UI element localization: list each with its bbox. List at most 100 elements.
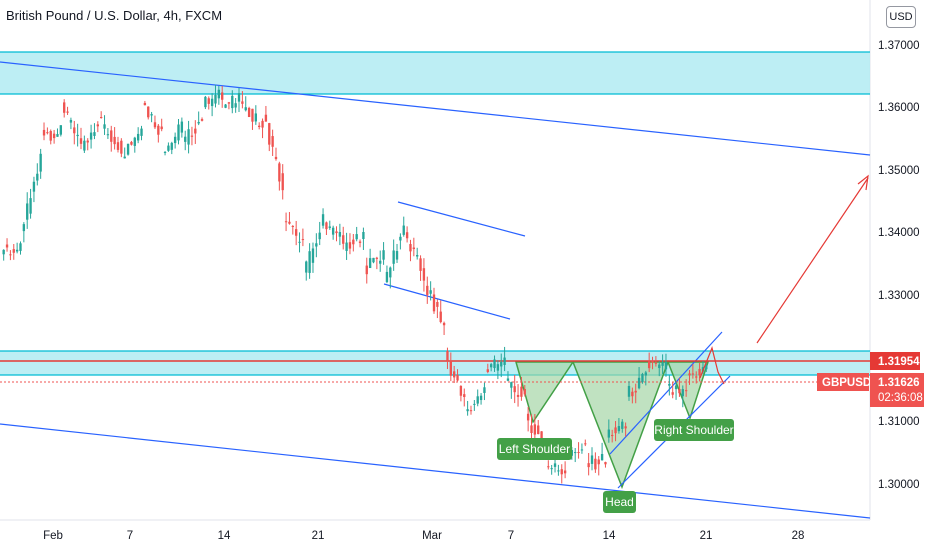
candle-body (204, 96, 207, 108)
x-tick-label: 7 (127, 530, 133, 542)
candle-body (496, 364, 500, 371)
candle-body (147, 106, 150, 118)
head-label[interactable]: Head (603, 491, 636, 513)
candle-body (637, 377, 641, 389)
candle-body (647, 361, 651, 369)
candle-body (463, 394, 466, 398)
candle-body (136, 133, 140, 141)
candle-body (466, 409, 469, 412)
candle-body (611, 434, 614, 437)
candle-body (69, 119, 73, 123)
candle-body (342, 235, 345, 244)
lower-trendline[interactable] (0, 423, 871, 519)
candle-body (516, 394, 520, 397)
flag-lower-line[interactable] (383, 283, 511, 320)
candle-body (12, 249, 15, 253)
candle-body (432, 294, 436, 312)
candle-body (46, 132, 49, 134)
candle-body (254, 113, 258, 122)
candle-body (19, 243, 22, 251)
candle-body (382, 250, 385, 260)
candle-body (29, 198, 32, 214)
candle-body (352, 239, 355, 245)
candle-body (476, 396, 479, 404)
candle-body (130, 141, 133, 145)
candle-body (695, 376, 698, 378)
supply-zone[interactable] (0, 52, 870, 94)
candle-body (221, 92, 224, 100)
candle-body (688, 373, 691, 376)
candle-body (234, 103, 237, 108)
candle-body (547, 466, 550, 468)
candle-body (36, 173, 39, 181)
candle-body (590, 455, 594, 464)
candle-body (217, 89, 221, 99)
x-tick-label: 14 (603, 530, 616, 542)
y-tick-label: 1.30000 (878, 479, 920, 491)
right-shoulder-text: Right Shoulder (654, 423, 733, 437)
x-tick-label: 21 (700, 530, 713, 542)
candle-body (288, 221, 291, 224)
candle-body (15, 249, 19, 252)
candle-body (469, 410, 473, 412)
candle-body (284, 221, 288, 223)
candle-body (93, 132, 96, 136)
projection-arrow-line[interactable] (756, 177, 869, 344)
candle-body (520, 386, 523, 397)
candle-body (533, 424, 537, 435)
candle-body (140, 128, 143, 136)
candle-body (439, 311, 442, 323)
candle-body (664, 361, 668, 370)
candle-body (348, 242, 352, 249)
upper-trendline[interactable] (0, 61, 871, 156)
candle-body (264, 114, 268, 122)
candle-body (2, 249, 5, 255)
rising-channel-upper[interactable] (609, 331, 723, 455)
candle-body (617, 426, 621, 432)
candle-body (338, 231, 342, 237)
candle-body (358, 241, 362, 243)
candle-body (654, 362, 658, 364)
candle-body (83, 140, 86, 151)
candle-body (261, 120, 264, 128)
neckline-zone[interactable] (0, 351, 870, 375)
y-tick-label: 1.35000 (878, 165, 920, 177)
resistance-price-tag: 1.31954 (870, 352, 920, 370)
candle-body (416, 255, 419, 257)
candle-body (419, 258, 422, 271)
candle-body (442, 322, 446, 326)
candle-body (372, 257, 375, 263)
projection-zigzag[interactable] (699, 346, 725, 385)
candle-body (116, 142, 120, 150)
candle-body (540, 431, 543, 440)
candle-body (177, 124, 180, 141)
currency-button[interactable]: USD (886, 6, 916, 28)
candle-body (452, 371, 456, 378)
candle-body (56, 134, 59, 137)
flag-upper-line[interactable] (397, 201, 526, 237)
right-shoulder-label[interactable]: Right Shoulder (654, 419, 734, 441)
candles-group (2, 84, 708, 484)
candle-body (318, 232, 321, 240)
candle-body (399, 236, 402, 241)
candle-body (22, 224, 26, 232)
candle-body (32, 181, 36, 192)
candle-body (294, 229, 298, 236)
candle-body (641, 373, 644, 383)
candle-body (5, 244, 9, 248)
left-shoulder-label[interactable]: Left Shoulder (497, 438, 572, 460)
candle-body (274, 156, 278, 160)
candle-body (600, 454, 604, 461)
candle-body (99, 117, 103, 119)
head-shoulders-pattern[interactable] (515, 359, 710, 490)
candle-body (42, 129, 46, 136)
candle-body (251, 108, 254, 122)
candle-body (671, 392, 674, 395)
candle-body (59, 125, 63, 135)
candle-body (651, 360, 654, 363)
candle-body (126, 143, 130, 155)
candle-body (580, 449, 584, 451)
candle-body (607, 429, 611, 438)
